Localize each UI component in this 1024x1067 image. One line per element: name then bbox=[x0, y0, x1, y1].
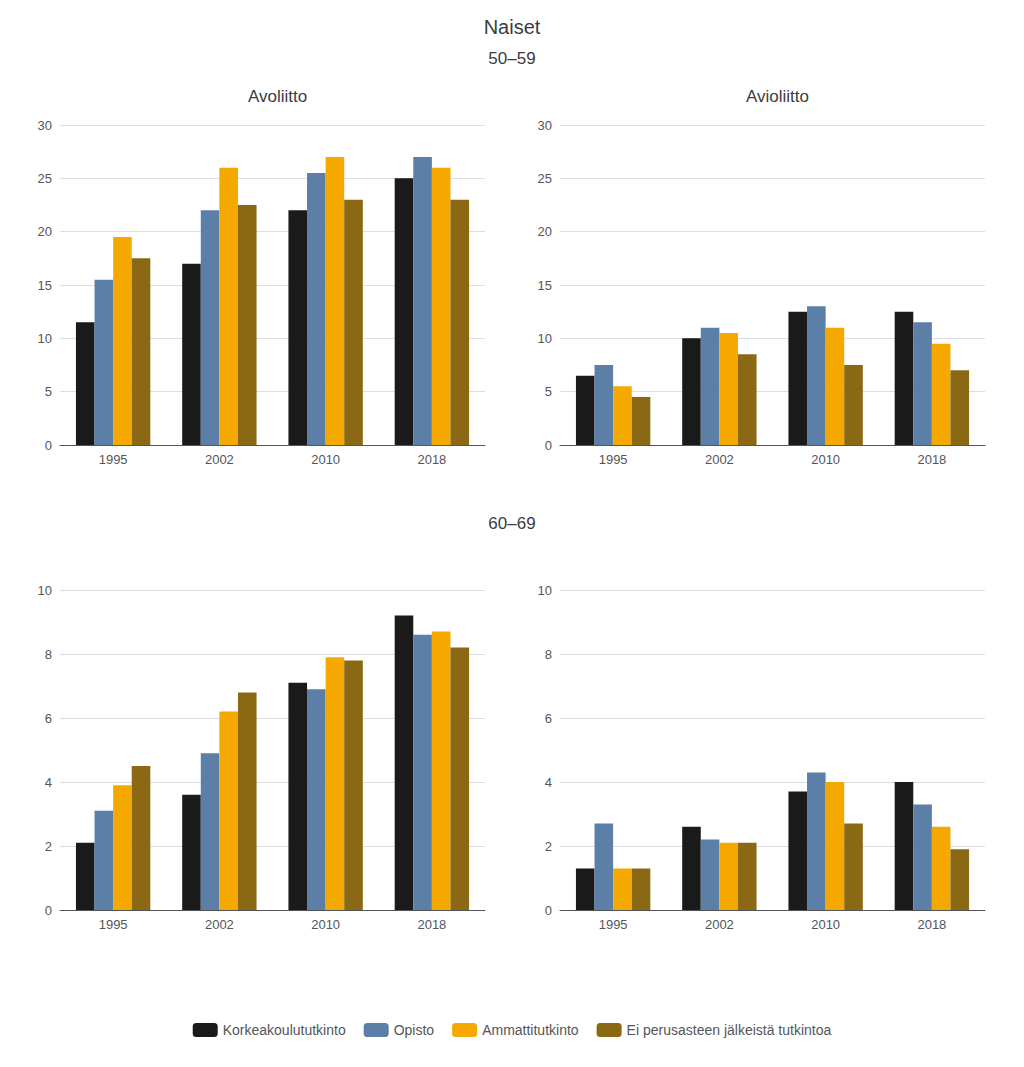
svg-text:25: 25 bbox=[38, 171, 52, 186]
svg-text:15: 15 bbox=[38, 278, 52, 293]
svg-text:2018: 2018 bbox=[917, 917, 946, 932]
svg-text:1995: 1995 bbox=[599, 917, 628, 932]
svg-text:2018: 2018 bbox=[917, 452, 946, 467]
svg-text:Ammattitutkinto: Ammattitutkinto bbox=[482, 1022, 579, 1038]
svg-text:2018: 2018 bbox=[417, 917, 446, 932]
svg-text:2002: 2002 bbox=[205, 452, 234, 467]
svg-text:1995: 1995 bbox=[99, 452, 128, 467]
svg-text:0: 0 bbox=[545, 438, 552, 453]
svg-text:30: 30 bbox=[38, 118, 52, 133]
svg-text:Avioliitto: Avioliitto bbox=[746, 87, 809, 106]
svg-text:0: 0 bbox=[545, 903, 552, 918]
svg-text:1995: 1995 bbox=[99, 917, 128, 932]
svg-text:2: 2 bbox=[45, 839, 52, 854]
svg-text:2010: 2010 bbox=[311, 452, 340, 467]
svg-text:20: 20 bbox=[38, 224, 52, 239]
svg-text:15: 15 bbox=[538, 278, 552, 293]
svg-text:2018: 2018 bbox=[417, 452, 446, 467]
svg-text:2002: 2002 bbox=[205, 917, 234, 932]
svg-text:10: 10 bbox=[538, 331, 552, 346]
svg-text:2002: 2002 bbox=[705, 452, 734, 467]
svg-text:10: 10 bbox=[538, 583, 552, 598]
svg-text:20: 20 bbox=[538, 224, 552, 239]
svg-text:8: 8 bbox=[545, 647, 552, 662]
svg-text:Opisto: Opisto bbox=[394, 1022, 435, 1038]
svg-text:2010: 2010 bbox=[311, 917, 340, 932]
svg-text:10: 10 bbox=[38, 331, 52, 346]
svg-text:25: 25 bbox=[538, 171, 552, 186]
svg-text:Naiset: Naiset bbox=[484, 16, 541, 38]
svg-text:Korkeakoulututkinto: Korkeakoulututkinto bbox=[223, 1022, 346, 1038]
svg-text:50–59: 50–59 bbox=[488, 49, 535, 68]
svg-text:Avoliitto: Avoliitto bbox=[248, 87, 307, 106]
svg-text:0: 0 bbox=[45, 903, 52, 918]
svg-text:2: 2 bbox=[545, 839, 552, 854]
svg-text:5: 5 bbox=[45, 384, 52, 399]
svg-text:8: 8 bbox=[45, 647, 52, 662]
svg-text:4: 4 bbox=[45, 775, 52, 790]
svg-text:60–69: 60–69 bbox=[488, 514, 535, 533]
svg-text:6: 6 bbox=[45, 711, 52, 726]
svg-text:2002: 2002 bbox=[705, 917, 734, 932]
svg-text:4: 4 bbox=[545, 775, 552, 790]
svg-text:Ei perusasteen jälkeistä tutki: Ei perusasteen jälkeistä tutkintoa bbox=[627, 1022, 832, 1038]
svg-text:2010: 2010 bbox=[811, 917, 840, 932]
svg-text:1995: 1995 bbox=[599, 452, 628, 467]
svg-text:5: 5 bbox=[545, 384, 552, 399]
svg-text:2010: 2010 bbox=[811, 452, 840, 467]
svg-text:30: 30 bbox=[538, 118, 552, 133]
svg-text:10: 10 bbox=[38, 583, 52, 598]
svg-text:0: 0 bbox=[45, 438, 52, 453]
svg-text:6: 6 bbox=[545, 711, 552, 726]
